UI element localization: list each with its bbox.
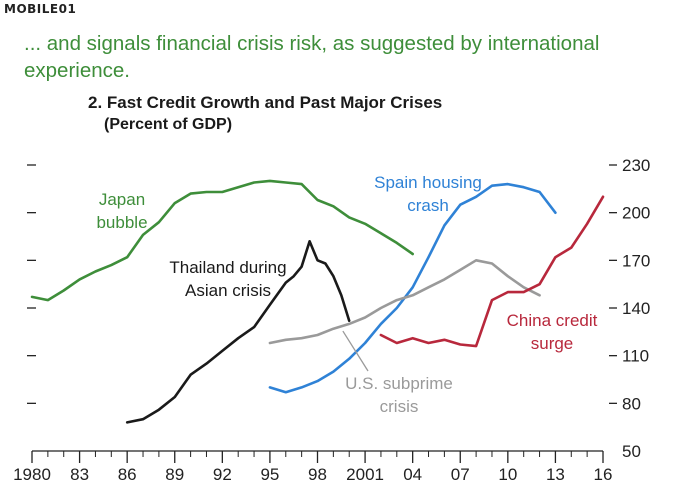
series-label: surge [531,334,574,353]
x-tick-label: 86 [118,465,137,484]
mobile01-watermark: MOBILE01 [4,2,77,16]
us-subprime-pointer [342,330,369,372]
series-label: Thailand during [169,258,286,277]
y-tick-label: 200 [622,204,650,223]
y-tick-label: 80 [622,394,641,413]
series-label: Spain housing [374,173,482,192]
series-line-spain-housing-crash [268,182,557,394]
series-line-u-s-subprime-crisis [268,258,541,345]
x-tick-label: 13 [546,465,565,484]
x-tick-label: 04 [403,465,422,484]
series-label: bubble [96,213,147,232]
series-line-japan-bubble [30,179,415,302]
series-label: crisis [380,397,419,416]
y-tick-label: 230 [622,156,650,175]
headline: ... and signals financial crisis risk, a… [24,32,600,82]
x-tick-label: 16 [594,465,613,484]
series-label: Asian crisis [185,281,271,300]
x-tick-label: 1980 [13,465,51,484]
series-line-china-credit-surge [379,195,605,348]
series-label: Japan [99,190,145,209]
chart-axes: 1980 83 86 89 92 95 98 2001 04 07 10 13 16 50 80 110 140… [13,156,650,484]
x-tick-label: 2001 [346,465,384,484]
x-tick-label: 10 [498,465,517,484]
series-label: China credit [507,311,598,330]
x-tick-label: 83 [70,465,89,484]
y-tick-label: 170 [622,251,650,270]
x-tick-label: 98 [308,465,327,484]
x-tick-label: 92 [213,465,232,484]
x-tick-label: 07 [451,465,470,484]
x-tick-label: 89 [165,465,184,484]
series-label: U.S. subprime [345,374,453,393]
series-label: crash [407,196,449,215]
y-tick-label: 110 [622,347,649,366]
series-line-thailand-during-asian-crisis [125,240,351,424]
chart-series-labels: Japan bubble Thailand during Asian crisis Sp… [96,173,597,416]
y-tick-label: 140 [622,299,650,318]
chart-series [30,179,605,424]
y-tick-label: 50 [622,442,641,461]
chart-title: 2. Fast Credit Growth and Past Major Cri… [88,93,443,112]
x-tick-label: 95 [260,465,279,484]
chart-subtitle: (Percent of GDP) [104,116,233,133]
